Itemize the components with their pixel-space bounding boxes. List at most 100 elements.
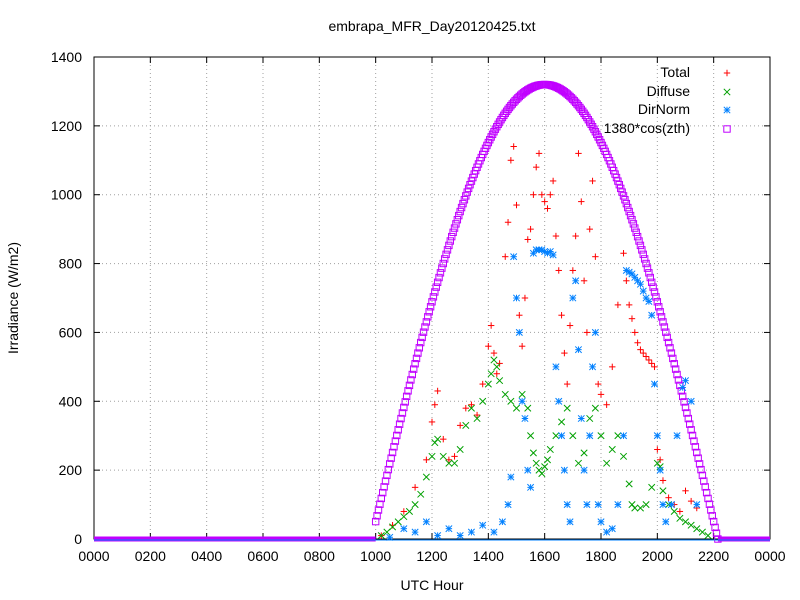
cos-point	[419, 328, 428, 336]
diffuse-point	[518, 390, 526, 398]
diffuse-point	[574, 459, 583, 467]
total-point	[462, 404, 469, 412]
dirnorm-point	[687, 397, 695, 405]
total-point	[564, 380, 571, 388]
cos-point	[708, 512, 716, 520]
cos-point	[460, 196, 469, 204]
cos-point	[636, 241, 645, 250]
diffuse-point	[487, 370, 495, 378]
total-point	[479, 380, 486, 388]
legend: Total Diffuse DirNorm 1380*cos(zth)	[604, 64, 731, 136]
dirnorm-point	[504, 501, 512, 509]
cos-point	[376, 500, 384, 508]
cos-point	[626, 211, 635, 220]
cos-point	[448, 232, 456, 241]
diffuse-point	[405, 507, 414, 516]
total-point	[493, 370, 500, 377]
x-tick-label: 1600	[529, 548, 560, 564]
dirnorm-point	[558, 432, 566, 440]
total-point	[411, 484, 419, 491]
x-tick-label: 1400	[473, 548, 504, 564]
dirnorm-point	[467, 528, 475, 536]
cos-point	[686, 420, 694, 428]
cos-point	[450, 224, 459, 232]
legend-entry-dirnorm: DirNorm	[638, 101, 731, 117]
cos-point	[666, 344, 674, 352]
diffuse-point	[527, 432, 535, 440]
cos-point	[664, 338, 673, 347]
cos-point	[687, 426, 695, 434]
dirnorm-point	[588, 363, 597, 371]
y-tick-label: 600	[59, 324, 83, 340]
diffuse-point	[532, 459, 540, 467]
cos-point	[384, 465, 393, 474]
cos-point	[624, 203, 632, 212]
dirnorm-point	[498, 518, 506, 526]
total-point	[552, 232, 560, 240]
dirnorm-point	[434, 532, 442, 540]
cos-point	[459, 199, 467, 208]
cos-point	[617, 184, 625, 193]
diffuse-point	[383, 528, 391, 536]
cos-point	[446, 237, 455, 245]
diffuse-point	[394, 518, 402, 526]
cos-point	[711, 523, 719, 532]
cos-point	[438, 264, 446, 272]
diffuse-point	[524, 404, 532, 412]
cos-point	[633, 232, 642, 241]
dirnorm-point	[608, 525, 616, 533]
x-tick-label: 0800	[304, 548, 335, 564]
cos-point	[440, 255, 449, 263]
cos-point	[373, 512, 381, 520]
diffuse-point	[456, 445, 464, 454]
cos-point	[640, 255, 649, 263]
diffuse-point	[597, 432, 605, 440]
cos-point	[457, 203, 466, 212]
diffuse-point	[462, 421, 470, 429]
cos-point	[453, 216, 462, 224]
series-cos	[371, 80, 722, 543]
diffuse-point	[648, 483, 656, 491]
total-point	[513, 201, 520, 209]
cos-point	[462, 192, 470, 200]
dirnorm-point	[636, 280, 644, 288]
y-axis-label: Irradiance (W/m2)	[5, 242, 21, 354]
cos-point	[383, 471, 391, 480]
diffuse-point	[450, 459, 459, 467]
diffuse-point	[490, 356, 498, 364]
cos-point	[700, 477, 708, 485]
diffuse-point	[642, 501, 650, 509]
legend-marker-diffuse	[723, 88, 731, 96]
diffuse-point	[670, 507, 678, 516]
dirnorm-point	[515, 328, 523, 336]
cos-point	[445, 241, 453, 250]
total-point	[642, 353, 650, 360]
legend-entry-cos: 1380*cos(zth)	[604, 120, 731, 136]
dirnorm-point	[603, 528, 611, 536]
cos-point	[643, 264, 652, 272]
dirnorm-point	[521, 414, 529, 423]
cos-point	[404, 387, 412, 395]
total-point	[428, 418, 436, 426]
y-tick-label: 0	[74, 531, 82, 547]
dirnorm-point	[597, 518, 605, 526]
dirnorm-point	[560, 466, 568, 474]
y-tick-label: 200	[59, 462, 83, 478]
cos-point	[695, 460, 704, 468]
dirnorm-point	[386, 533, 394, 541]
total-point	[533, 163, 540, 171]
series-diffuse	[377, 356, 712, 540]
cos-point	[371, 517, 380, 526]
cos-point	[653, 298, 662, 306]
legend-label-diffuse: Diffuse	[647, 83, 691, 99]
legend-symbol	[723, 106, 731, 114]
dirnorm-point	[650, 380, 659, 388]
dirnorm-point	[673, 432, 681, 440]
diffuse-point	[543, 456, 552, 464]
total-point	[589, 177, 596, 185]
dirnorm-point	[659, 501, 667, 509]
total-point	[687, 497, 695, 505]
legend-label-cos: 1380*cos(zth)	[604, 120, 690, 136]
cos-point	[702, 488, 711, 497]
dirnorm-point	[662, 518, 670, 526]
